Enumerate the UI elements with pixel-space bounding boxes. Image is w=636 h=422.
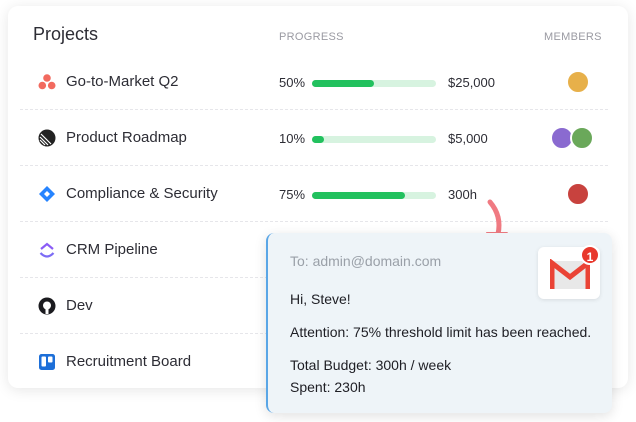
jira-icon [39,186,55,202]
progress-bar [312,192,436,199]
email-to: To: admin@domain.com [290,253,442,269]
project-row[interactable]: Compliance & Security 75% 300h [8,166,628,222]
row-divider [20,221,608,222]
linear-icon [38,129,56,147]
email-attention: Attention: 75% threshold limit has been … [290,324,592,340]
gmail-icon: 1 [538,245,600,299]
project-row[interactable]: Go-to-Market Q2 50% $25,000 [8,54,628,110]
project-value: $5,000 [448,131,488,146]
progress-percent: 50% [279,75,306,90]
progress-percent: 75% [279,187,306,202]
project-row[interactable]: Product Roadmap 10% $5,000 [8,110,628,166]
page-title: Projects [33,24,99,44]
project-name: Compliance & Security [66,185,218,202]
asana-icon [38,74,56,90]
project-value: 300h [448,187,477,202]
clickup-icon [39,242,55,258]
github-icon [38,297,56,315]
progress-header: PROGRESS [279,31,344,43]
project-name: Recruitment Board [66,353,192,370]
project-name: Product Roadmap [66,129,187,146]
row-divider [20,109,608,110]
avatar [566,70,590,94]
progress-bar [312,136,436,143]
progress-percent: 10% [279,131,306,146]
progress-bar [312,80,436,87]
progress-fill [312,192,405,199]
project-name: Go-to-Market Q2 [66,73,179,90]
email-budget: Total Budget: 300h / week [290,357,452,373]
project-name: CRM Pipeline [66,241,158,258]
trello-icon [39,354,55,370]
avatar [570,126,594,150]
members-header: MEMBERS [544,31,602,43]
email-spent: Spent: 230h [290,379,366,395]
progress-fill [312,136,325,143]
progress-fill [312,80,374,87]
row-divider [20,165,608,166]
project-value: $25,000 [448,75,495,90]
project-row[interactable]: Recruitment Board [8,334,628,390]
notification-badge: 1 [580,245,600,265]
project-name: Dev [66,297,93,314]
email-notification[interactable]: To: admin@domain.com Hi, Steve! Attentio… [266,233,612,413]
avatar [566,182,590,206]
email-greeting: Hi, Steve! [290,291,351,307]
